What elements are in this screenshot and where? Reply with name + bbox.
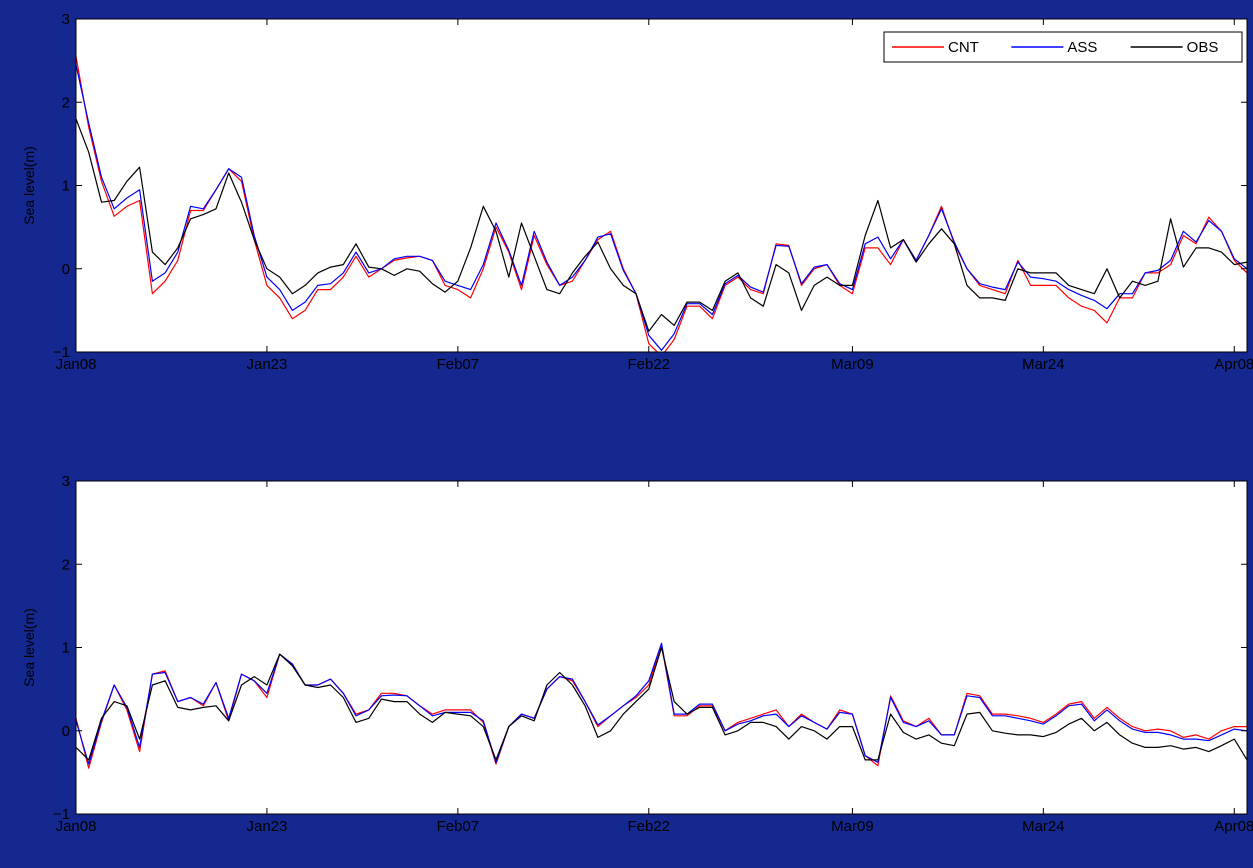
x-tick-label: Mar09 xyxy=(831,356,874,373)
x-tick-label: Jan23 xyxy=(246,356,287,373)
y-tick-label: 0 xyxy=(62,261,70,278)
x-tick-label: Jan23 xyxy=(246,818,287,835)
x-tick-label: Jan08 xyxy=(56,356,97,373)
x-tick-label: Apr08 xyxy=(1214,356,1253,373)
legend: CNT ASS OBS xyxy=(883,31,1243,63)
x-tick-label: Feb22 xyxy=(627,356,670,373)
series-line-ass xyxy=(76,64,1247,351)
x-tick-label: Feb22 xyxy=(627,818,670,835)
x-tick-label: Mar09 xyxy=(831,818,874,835)
x-tick-label: Feb07 xyxy=(437,818,480,835)
x-tick-label: Mar24 xyxy=(1022,356,1065,373)
legend-label-cnt: CNT xyxy=(948,39,979,56)
series-line-obs xyxy=(76,118,1247,332)
y-tick-label: 2 xyxy=(62,556,70,573)
plot-area xyxy=(76,19,1247,352)
x-tick-label: Feb07 xyxy=(437,356,480,373)
series-group xyxy=(76,642,1247,769)
chart-panel-2: Jan08 Jan23 Feb07 Feb22 Mar09 Mar24 Apr08 −1 0 1 2… xyxy=(21,473,1253,835)
series-line-ass xyxy=(76,642,1247,765)
series-line-cnt xyxy=(76,56,1247,352)
chart-panel-1: Jan08 Jan23 Feb07 Feb22 Mar09 Mar24 Apr08 −1 0 1 2… xyxy=(21,11,1253,373)
x-tick-label: Jan08 xyxy=(56,818,97,835)
y-axis-title: Sea level(m) xyxy=(21,608,37,687)
x-tick-label: Mar24 xyxy=(1022,818,1065,835)
y-tick-label: 2 xyxy=(62,94,70,111)
y-tick-label: 1 xyxy=(62,640,70,657)
y-tick-label: −1 xyxy=(53,806,70,823)
y-axis-title: Sea level(m) xyxy=(21,146,37,225)
x-tick-label: Apr08 xyxy=(1214,818,1253,835)
y-tick-label: 1 xyxy=(62,178,70,195)
series-line-obs xyxy=(76,646,1247,761)
y-tick-label: −1 xyxy=(53,344,70,361)
y-tick-label: 3 xyxy=(62,473,70,490)
legend-label-ass: ASS xyxy=(1067,39,1097,56)
legend-label-obs: OBS xyxy=(1187,39,1219,56)
series-group xyxy=(76,56,1247,352)
y-tick-label: 3 xyxy=(62,11,70,28)
y-tick-label: 0 xyxy=(62,723,70,740)
